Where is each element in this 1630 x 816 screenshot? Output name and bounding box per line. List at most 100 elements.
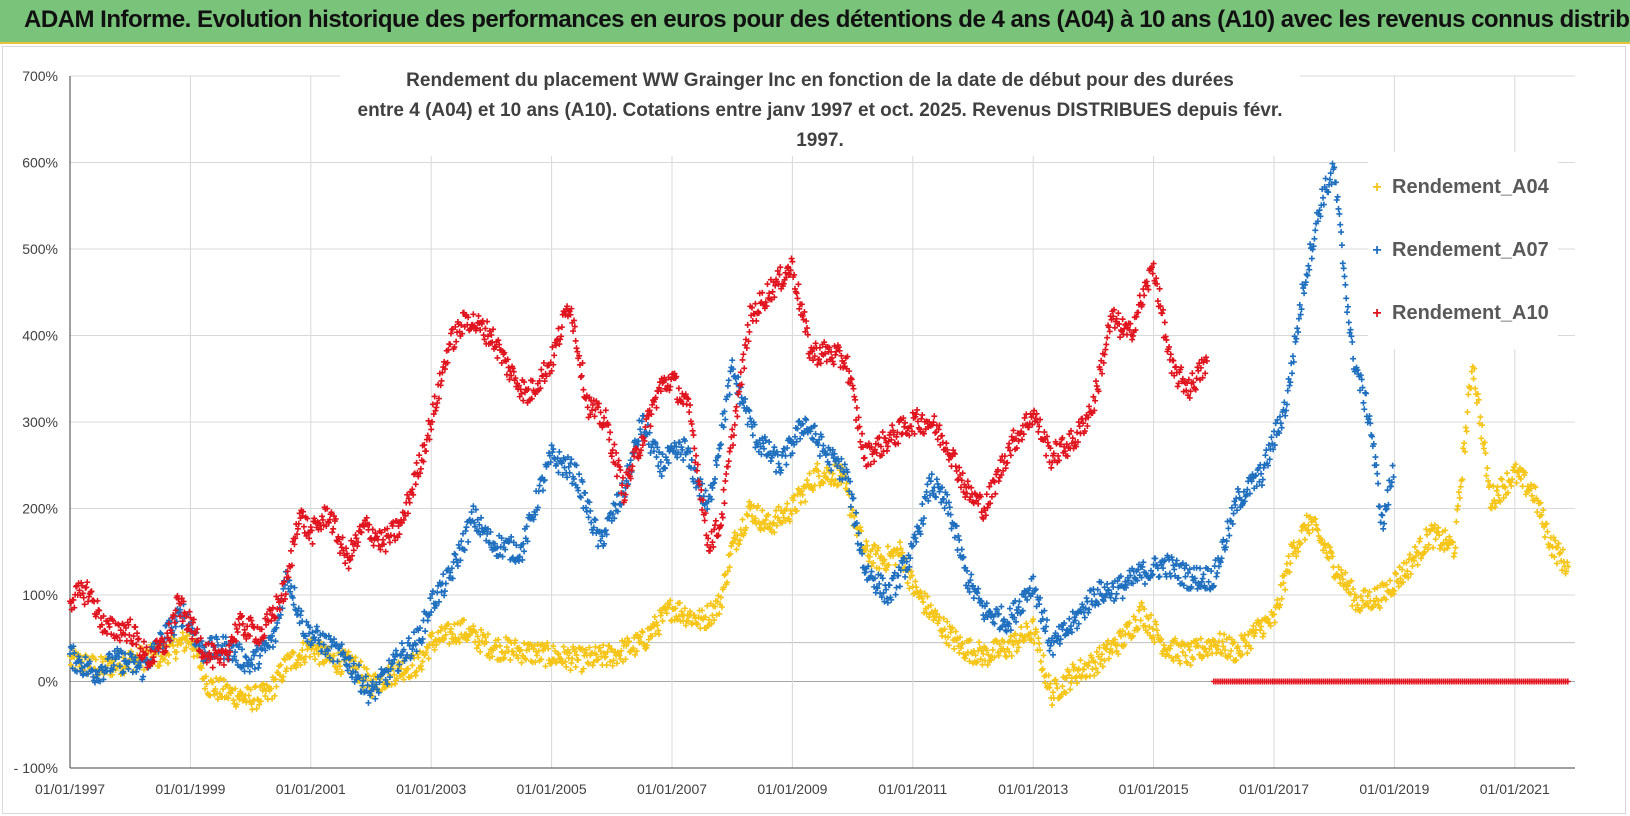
data-point-rendement-a04 [1092,665,1099,672]
data-point-rendement-a07 [131,658,138,665]
data-point-rendement-a04 [1152,618,1159,625]
data-point-rendement-a04 [337,663,344,670]
data-point-rendement-a10 [352,531,359,538]
data-point-rendement-a07 [766,438,773,445]
data-point-rendement-a07 [242,653,249,660]
data-point-rendement-a04 [1479,422,1486,429]
data-point-rendement-a07 [742,395,749,402]
data-point-rendement-a07 [829,446,836,453]
data-point-rendement-a07 [722,416,729,423]
data-point-rendement-a04 [109,671,116,678]
data-point-rendement-a07 [268,637,275,644]
data-point-rendement-a04 [1219,638,1226,645]
data-point-rendement-a07 [1339,260,1346,267]
data-point-rendement-a07 [773,448,780,455]
data-point-rendement-a10 [1170,357,1177,364]
data-point-rendement-a04 [1372,601,1379,608]
data-point-rendement-a04 [771,529,778,536]
data-point-rendement-a04 [1245,631,1252,638]
data-point-rendement-a04 [1146,623,1153,630]
data-point-rendement-a10 [720,486,727,493]
data-point-rendement-a07 [802,415,809,422]
data-point-rendement-a04 [906,585,913,592]
data-point-rendement-a07 [535,488,542,495]
data-points [67,160,1572,713]
data-point-rendement-a04 [241,695,248,702]
data-point-rendement-a07 [70,643,77,650]
data-point-rendement-a04 [590,658,597,665]
data-point-rendement-a04 [441,635,448,642]
data-point-rendement-a10 [689,427,696,434]
data-point-rendement-a04 [976,639,983,646]
data-point-rendement-a04 [1047,680,1054,687]
data-point-rendement-a04 [438,623,445,630]
data-point-rendement-a07 [676,439,683,446]
data-point-rendement-a04 [1326,555,1333,562]
data-point-rendement-a07 [1289,370,1296,377]
data-point-rendement-a07 [587,507,594,514]
data-point-rendement-a07 [273,624,280,631]
data-point-rendement-a07 [484,525,491,532]
data-point-rendement-a07 [902,573,909,580]
data-point-rendement-a04 [1404,568,1411,575]
data-point-rendement-a04 [1482,450,1489,457]
data-point-rendement-a07 [968,571,975,578]
data-point-rendement-a04 [773,507,780,514]
data-point-rendement-a07 [566,469,573,476]
data-point-rendement-a04 [363,666,370,673]
data-point-rendement-a07 [326,654,333,661]
data-point-rendement-a10 [852,396,859,403]
data-point-rendement-a04 [1498,475,1505,482]
data-point-rendement-a07 [784,445,791,452]
data-point-rendement-a10 [329,529,336,536]
data-point-rendement-a04 [1409,563,1416,570]
data-point-rendement-a04 [1195,643,1202,650]
data-point-rendement-a10 [1106,328,1113,335]
data-point-rendement-a10 [789,258,796,265]
data-point-rendement-a04 [1008,652,1015,659]
data-point-rendement-a07 [815,442,822,449]
data-point-rendement-a07 [435,598,442,605]
data-point-rendement-a04 [1018,624,1025,631]
data-point-rendement-a04 [1339,576,1346,583]
data-point-rendement-a04 [1069,661,1076,668]
data-point-rendement-a10 [300,523,307,530]
data-point-rendement-a07 [1350,355,1357,362]
data-point-rendement-a04 [493,643,500,650]
data-point-rendement-a10 [884,447,890,454]
data-point-rendement-a10 [992,490,999,497]
data-point-rendement-a04 [1423,526,1430,533]
data-point-rendement-a04 [1197,651,1204,658]
data-point-rendement-a04 [1030,616,1037,623]
data-point-rendement-a07 [588,519,595,526]
x-tick-label: 01/01/2011 [878,781,947,797]
data-point-rendement-a04 [924,593,931,600]
data-point-rendement-a04 [225,695,232,702]
data-point-rendement-a10 [724,463,731,470]
data-point-rendement-a04 [583,646,589,653]
data-point-rendement-a04 [179,629,186,636]
data-point-rendement-a07 [844,469,851,476]
data-point-rendement-a04 [1045,672,1052,679]
data-point-rendement-a07 [617,500,624,507]
data-point-rendement-a04 [1376,604,1383,611]
data-point-rendement-a07 [461,547,468,554]
data-point-rendement-a07 [892,591,899,598]
data-point-rendement-a07 [246,668,253,675]
data-point-rendement-a07 [903,558,910,565]
data-point-rendement-a07 [387,666,394,673]
data-point-rendement-a07 [448,565,455,572]
data-point-rendement-a10 [952,463,959,470]
data-point-rendement-a07 [442,580,449,587]
data-point-rendement-a04 [507,656,514,663]
data-point-rendement-a07 [1295,329,1302,336]
data-point-rendement-a04 [1115,651,1122,658]
data-point-rendement-a07 [386,674,393,681]
data-point-rendement-a04 [533,652,540,659]
data-point-rendement-a04 [216,690,223,697]
data-point-rendement-a07 [846,488,853,495]
data-point-rendement-a04 [297,661,304,668]
data-point-rendement-a10 [964,478,971,485]
data-point-rendement-a04 [843,480,850,487]
data-point-rendement-a04 [748,513,755,520]
